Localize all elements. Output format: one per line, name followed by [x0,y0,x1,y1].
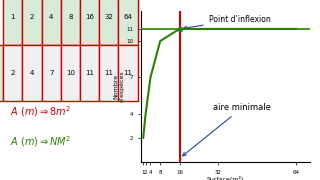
Text: Point d’inflexion: Point d’inflexion [184,15,270,29]
Text: $A\ (m) \Rightarrow 8m^2$: $A\ (m) \Rightarrow 8m^2$ [10,104,71,119]
Y-axis label: Nombre
d’espèces: Nombre d’espèces [113,71,125,102]
Text: $A\ (m) \Rightarrow NM^2$: $A\ (m) \Rightarrow NM^2$ [10,134,71,149]
Text: aire minimale: aire minimale [183,103,271,156]
X-axis label: Surface(m²): Surface(m²) [207,176,244,180]
